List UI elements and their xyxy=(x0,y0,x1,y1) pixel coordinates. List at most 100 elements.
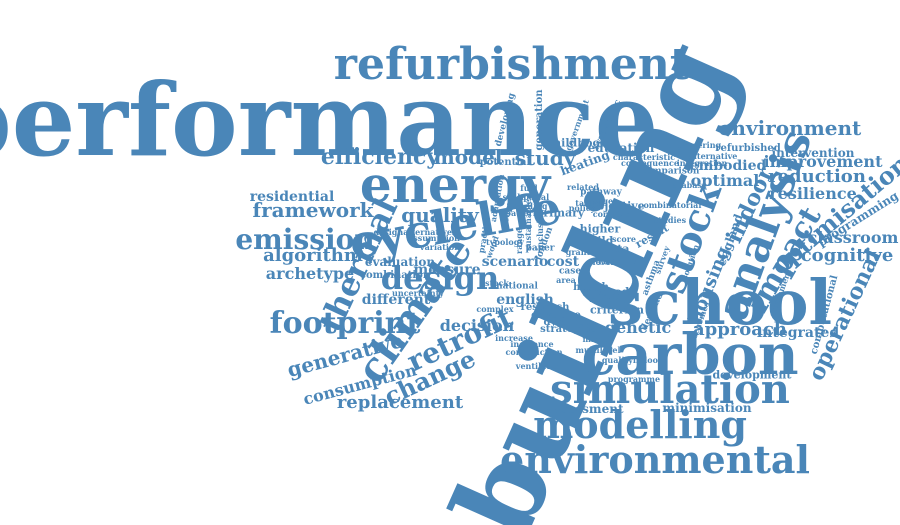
word-data: data xyxy=(602,242,630,256)
word-higher: higher xyxy=(579,222,621,236)
word-spatial: spatial xyxy=(518,192,550,202)
word-education: education xyxy=(587,141,655,155)
word-footprint: footprint xyxy=(269,306,421,341)
word-environment: environment xyxy=(718,116,862,140)
word-assessment: assessment xyxy=(546,402,624,416)
word-approach: approach xyxy=(692,319,788,340)
word-efficiency: efficiency xyxy=(320,144,440,170)
word-genetic: genetic xyxy=(604,318,672,337)
word-environmental: environmental xyxy=(500,437,810,482)
word-objective: objective xyxy=(589,199,645,213)
word-replacement: replacement xyxy=(336,392,464,413)
word-combination: combination xyxy=(359,270,431,281)
word-study: study xyxy=(514,146,576,170)
word-potential: potential xyxy=(479,157,531,168)
word-generation: generation xyxy=(534,89,545,151)
word-ventilation: ventilation xyxy=(515,361,565,371)
word-engineering: engineering xyxy=(666,140,722,150)
word-scale: scale xyxy=(502,192,526,202)
word-variation: variation xyxy=(419,242,461,252)
word-uncertainty: uncertainty xyxy=(392,288,444,298)
word-policy: policy xyxy=(568,203,596,213)
word-algorithm: algorithm xyxy=(263,245,363,266)
word-research: research xyxy=(520,302,570,313)
word-quality: quality xyxy=(401,203,479,227)
word-pattern: pattern xyxy=(505,208,539,218)
word-simulation: simulation xyxy=(550,366,790,413)
word-multilevel: multilevel xyxy=(575,345,621,355)
word-health: health xyxy=(573,282,609,293)
word-intervention: intervention xyxy=(771,146,855,160)
word-scenario: scenario xyxy=(481,254,549,270)
word-measure: measure xyxy=(413,262,481,278)
word-integration: integration xyxy=(676,158,728,168)
word-reduction: reduction xyxy=(768,166,866,187)
word-case: case xyxy=(558,266,582,277)
word-national: national xyxy=(496,281,538,292)
word-criterion: criterion xyxy=(589,303,645,317)
word-model: model xyxy=(433,145,503,169)
word-usage: usage xyxy=(586,196,614,206)
word-decision: decision xyxy=(439,316,515,335)
word-evaluation: evaluation xyxy=(364,255,436,269)
word-alternative: alternative xyxy=(688,151,738,161)
word-score: score xyxy=(611,234,637,244)
word-incidence: incidence xyxy=(510,339,554,349)
word-pathway: pathway xyxy=(580,187,622,198)
word-primary: primary xyxy=(535,206,585,220)
word-archetype: archetype xyxy=(265,264,355,283)
word-embodied: embodied xyxy=(689,158,767,174)
word-refurbished: refurbished xyxy=(715,143,781,154)
word-cooling: cooling xyxy=(514,201,548,211)
word-performance: performance xyxy=(0,61,659,179)
word-emission: emission xyxy=(235,223,375,256)
word-construction: construction xyxy=(505,347,563,357)
word-studies: studies xyxy=(653,215,687,225)
word-resilience: resilience xyxy=(769,184,857,203)
word-improvement: improvement xyxy=(763,152,883,171)
word-qualityindoor: qualityindoor xyxy=(601,355,663,365)
word-different: different xyxy=(361,292,431,308)
word-characteristic: characteristic xyxy=(612,152,676,162)
word-future: future xyxy=(597,254,637,268)
word-comparison: comparison xyxy=(640,166,700,177)
word-level: level xyxy=(592,257,614,267)
word-strategies: strategies xyxy=(540,324,596,335)
word-cognitive: cognitive xyxy=(800,245,894,266)
word-classroom: classroom xyxy=(807,228,899,247)
word-related: related xyxy=(567,182,599,192)
word-condition: condition xyxy=(592,209,636,219)
word-childhood: childhood xyxy=(546,136,608,150)
word-grant: grant xyxy=(565,247,591,257)
word-school: school xyxy=(608,266,832,339)
word-consequence: consequence xyxy=(621,158,679,168)
word-area: area xyxy=(556,275,576,285)
word-stock: stock xyxy=(485,278,509,288)
word-mixed: mixed xyxy=(582,334,610,344)
word-database: database xyxy=(666,180,708,190)
word-target: target xyxy=(575,198,603,208)
word-complex: complex xyxy=(476,304,514,314)
word-optimal: optimal xyxy=(690,171,760,190)
word-modelling: modelling xyxy=(533,402,747,447)
word-design: design xyxy=(380,259,500,297)
word-cost: cost xyxy=(546,254,580,270)
word-programme: programme xyxy=(607,374,661,384)
word-typology: typology xyxy=(486,237,524,247)
word-assumption: assumption xyxy=(408,233,460,243)
word-framework: framework xyxy=(252,198,374,222)
word-dynamic: dynamic xyxy=(543,317,591,328)
word-method: method xyxy=(582,285,630,299)
word-designalternatives: designalternatives xyxy=(373,227,457,237)
word-carbon: carbon xyxy=(581,322,799,388)
word-english: english xyxy=(496,292,554,308)
word-paper: paper xyxy=(525,243,555,254)
word-energy: energy xyxy=(359,155,551,214)
word-development: development xyxy=(712,368,792,382)
word-envelope: envelope xyxy=(531,310,581,321)
word-combinatorial: combinatorial xyxy=(638,200,702,210)
word-integrated: integrated xyxy=(756,325,840,341)
word-refurbishment: refurbishment xyxy=(333,39,691,90)
word-review: review xyxy=(589,294,619,304)
word-minimisation: minimisation xyxy=(662,401,752,415)
